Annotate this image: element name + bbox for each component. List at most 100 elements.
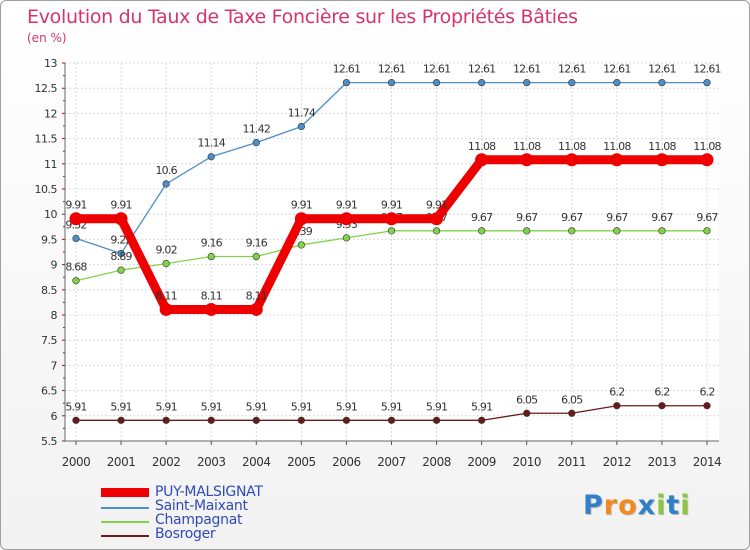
data-label: 9.16 (246, 237, 268, 250)
data-point (72, 234, 80, 242)
data-label: 9.91 (336, 199, 357, 212)
data-point (297, 241, 305, 249)
data-label: 11.14 (197, 137, 225, 150)
data-point (432, 227, 441, 235)
x-tick-label: 2004 (242, 455, 271, 469)
data-label: 9.67 (471, 211, 493, 224)
data-label: 12.61 (603, 63, 631, 76)
x-tick-label: 2008 (422, 455, 451, 469)
x-tick-label: 2005 (287, 455, 316, 469)
y-tick-label: 8.5 (41, 284, 57, 297)
y-tick-label: 6 (51, 410, 58, 423)
x-tick-label: 2009 (467, 455, 496, 469)
data-point (252, 416, 260, 424)
legend-label: Champagnat (155, 512, 243, 528)
y-tick-label: 9 (51, 259, 58, 272)
x-tick-label: 2011 (558, 455, 587, 469)
data-point (658, 402, 666, 410)
x-tick-label: 2012 (603, 455, 632, 469)
data-point (703, 227, 711, 235)
data-point (613, 227, 621, 235)
x-tick-label: 2010 (512, 455, 541, 469)
data-point (204, 302, 218, 316)
data-point (610, 153, 624, 167)
y-tick-label: 7 (51, 359, 58, 372)
data-point (475, 153, 489, 167)
data-label: 9.91 (65, 199, 86, 212)
data-label: 9.67 (651, 211, 673, 224)
data-point (207, 252, 215, 261)
data-point (297, 122, 305, 131)
data-label: 5.91 (336, 400, 357, 413)
data-label: 12.61 (468, 63, 496, 76)
data-point (432, 416, 441, 424)
data-point (703, 402, 711, 410)
data-point (297, 416, 305, 424)
logo-letter: x (637, 490, 657, 521)
data-point (387, 416, 396, 424)
data-point (339, 212, 353, 226)
x-tick-label: 2001 (107, 455, 136, 469)
data-label: 8.68 (65, 261, 87, 274)
proxiti-logo: Proxiti (583, 490, 691, 521)
data-label: 5.91 (471, 400, 492, 413)
data-point (387, 79, 396, 87)
y-tick-label: 12.5 (35, 82, 58, 95)
data-label: 11.74 (288, 107, 316, 120)
legend-label: PUY-MALSIGNAT (155, 484, 263, 500)
y-tick-label: 6.5 (41, 385, 57, 398)
legend-swatch (101, 535, 149, 537)
data-point (72, 277, 80, 285)
data-label: 8.89 (110, 250, 132, 263)
data-point (478, 416, 486, 424)
x-tick-label: 2013 (648, 455, 677, 469)
data-point (430, 212, 444, 226)
data-label: 12.61 (423, 63, 451, 76)
data-point (72, 416, 80, 424)
data-point (703, 79, 711, 87)
y-tick-label: 9.5 (41, 233, 57, 246)
legend-swatch (101, 507, 149, 509)
data-point (207, 416, 215, 424)
data-label: 6.05 (561, 393, 583, 406)
data-label: 5.91 (110, 400, 131, 413)
data-point (294, 212, 308, 226)
x-tick-label: 2002 (152, 455, 181, 469)
data-label: 12.61 (693, 63, 721, 76)
data-point (207, 153, 215, 161)
logo-letter: i (656, 490, 667, 521)
data-label: 11.08 (603, 140, 631, 153)
data-label: 9.91 (110, 199, 131, 212)
data-label: 5.91 (381, 400, 402, 413)
y-tick-label: 11.5 (35, 133, 58, 146)
data-label: 11.08 (513, 140, 541, 153)
data-point (523, 409, 531, 417)
data-point (568, 409, 576, 417)
y-tick-label: 12 (44, 107, 57, 120)
chart-title: Evolution du Taux de Taxe Foncière sur l… (27, 6, 578, 28)
logo-letter: i (680, 490, 691, 521)
data-label: 5.91 (155, 400, 176, 413)
data-label: 12.61 (378, 63, 406, 76)
data-label: 9.91 (381, 199, 402, 212)
data-label: 5.91 (246, 400, 267, 413)
data-label: 6.05 (516, 393, 538, 406)
data-point (342, 416, 351, 424)
data-point (523, 227, 531, 235)
legend-label: Bosroger (155, 526, 216, 542)
y-tick-label: 8 (51, 309, 58, 322)
y-axis-unit-label: (en %) (27, 31, 67, 45)
legend-swatch (101, 488, 149, 497)
logo-letter: r (603, 490, 619, 521)
data-point (252, 252, 260, 261)
logo-letter: P (583, 490, 604, 521)
data-point (117, 266, 125, 274)
data-label: 9.02 (155, 244, 176, 257)
data-point (114, 212, 128, 226)
y-tick-label: 11 (44, 158, 57, 171)
data-point (700, 153, 714, 167)
data-label: 5.91 (65, 400, 86, 413)
data-point (159, 302, 173, 316)
